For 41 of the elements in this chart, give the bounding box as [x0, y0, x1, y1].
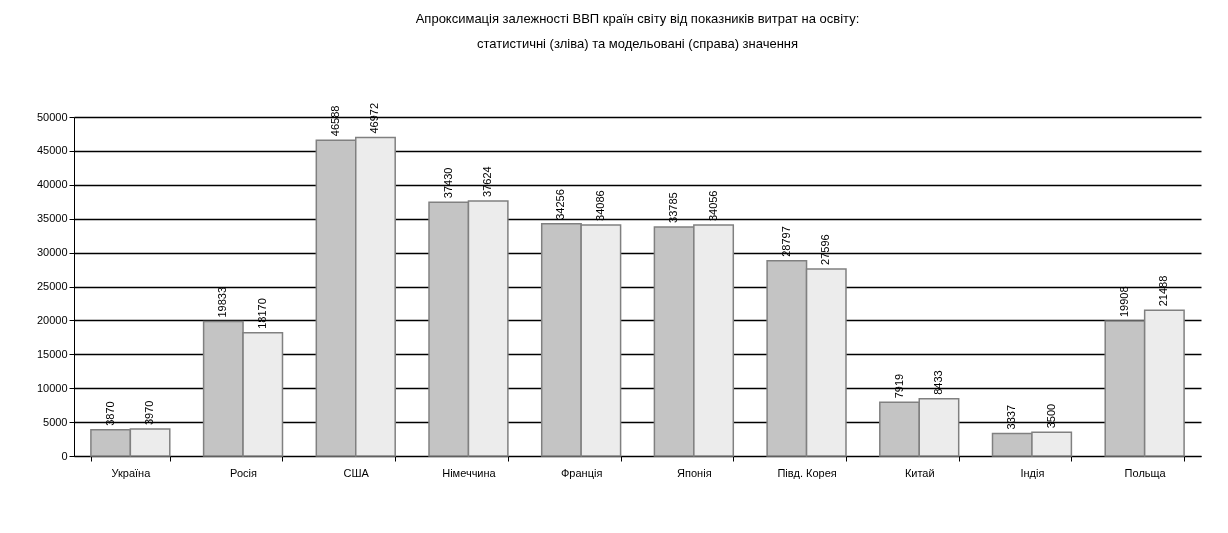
x-tick-label: США — [343, 466, 370, 479]
data-label: 3500 — [1044, 403, 1057, 429]
data-label: 27596 — [819, 234, 832, 265]
data-label: 37430 — [441, 167, 454, 199]
y-tick-label: 45000 — [36, 144, 68, 157]
y-tick-label: 15000 — [36, 347, 68, 360]
data-label: 7919 — [892, 373, 905, 399]
x-tick-label: Франція — [560, 466, 603, 479]
data-label: 34086 — [593, 190, 606, 221]
data-label: 3970 — [143, 400, 156, 426]
data-label: 34056 — [706, 190, 719, 222]
data-label: 46972 — [368, 102, 381, 134]
data-label: 46588 — [329, 105, 342, 137]
y-tick-label: 10000 — [36, 381, 68, 394]
y-tick-label: 50000 — [36, 110, 68, 123]
data-label: 33785 — [667, 192, 680, 223]
y-tick-label: 30000 — [36, 246, 68, 259]
y-tick-label: 0 — [61, 449, 68, 462]
y-tick-label: 20000 — [36, 313, 68, 326]
data-label: 19833 — [216, 286, 229, 318]
x-tick-label: Індія — [1020, 466, 1045, 479]
data-label: 28797 — [779, 226, 792, 257]
y-tick-label: 35000 — [36, 212, 68, 225]
x-tick-label: Польща — [1124, 466, 1167, 479]
data-label: 3337 — [1005, 404, 1018, 430]
data-label: 3870 — [103, 401, 116, 426]
x-tick-label: Росія — [230, 466, 258, 479]
data-label: 37624 — [481, 166, 494, 197]
y-tick-label: 25000 — [36, 280, 68, 292]
data-label: 21488 — [1157, 275, 1170, 307]
x-tick-label: Півд. Корея — [777, 466, 837, 479]
x-tick-label: Німеччина — [442, 466, 497, 479]
y-tick-label: 40000 — [36, 178, 68, 191]
chart-title: Апроксимація залежності ВВП країн світу від показників витрат на освіту: статистичні (зліва) та модельовані (справа) значення — [415, 10, 860, 51]
x-tick-label: Китай — [904, 466, 935, 479]
x-tick-label: Україна — [111, 466, 152, 479]
data-label: 8433 — [931, 370, 944, 395]
x-tick-label: Японія — [677, 466, 712, 479]
data-label: 18170 — [255, 298, 268, 329]
y-tick-label: 5000 — [43, 415, 68, 428]
data-label: 34256 — [554, 189, 567, 220]
